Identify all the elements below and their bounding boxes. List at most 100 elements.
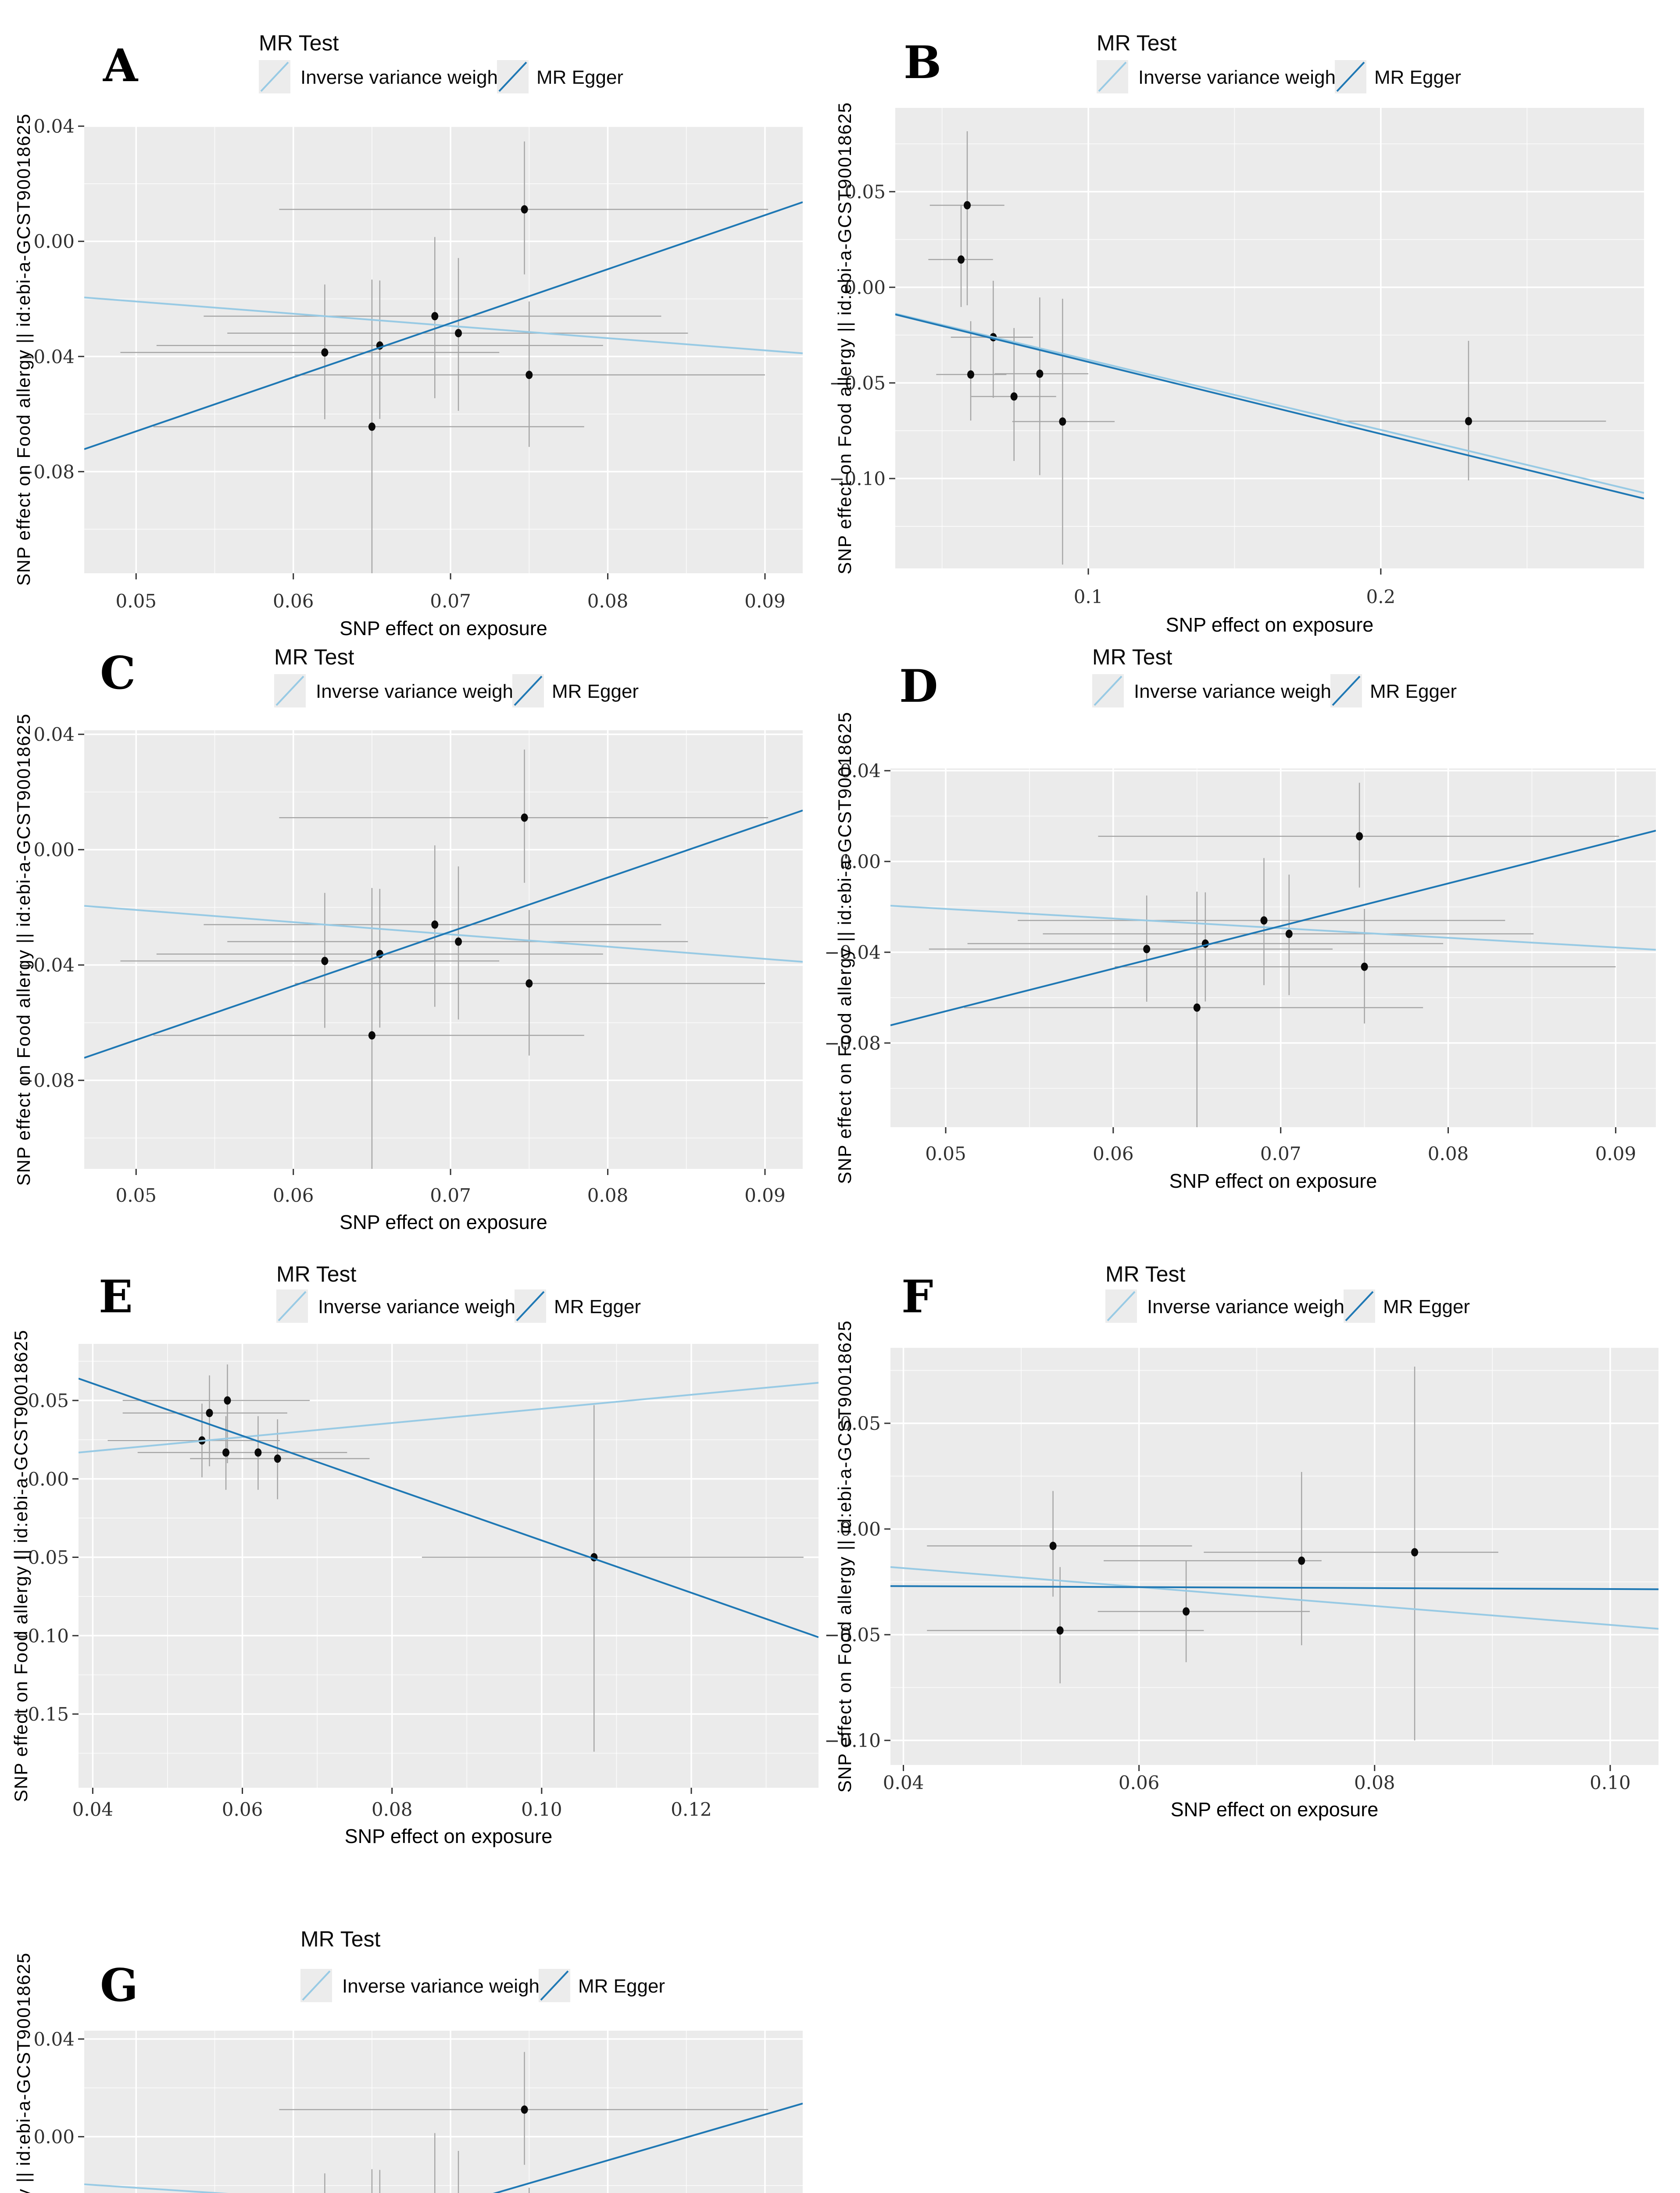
x-tick-label: 0.10 (1590, 1772, 1631, 1793)
data-point (525, 979, 533, 988)
legend-key-egger (515, 1289, 546, 1323)
egger-regression-line (84, 201, 803, 450)
legend-key-egger (1344, 1289, 1375, 1323)
data-point (1260, 916, 1268, 925)
egger-regression-line (890, 829, 1656, 1026)
legend-title: MR Test (1097, 31, 1177, 55)
ivw-regression-line (84, 2183, 229, 2193)
legend-key-egger (497, 60, 529, 93)
legend-key-ivw (1097, 60, 1128, 93)
legend-swatch-line (1098, 61, 1127, 92)
major-gridlines (79, 1344, 819, 1788)
major-gridlines (890, 768, 1656, 1127)
legend-label-egger: MR Egger (552, 681, 639, 702)
plot-background (84, 730, 803, 1169)
y-tick-label: 0.00 (840, 851, 881, 872)
plot-background (890, 1348, 1659, 1765)
x-tick-label: 0.05 (116, 1185, 157, 1206)
y-tick-label: −0.04 (18, 346, 75, 368)
data-point (1056, 1626, 1064, 1635)
y-tick-label: 0.04 (33, 116, 75, 137)
major-gridlines (84, 730, 803, 1169)
major-gridlines (84, 2031, 803, 2193)
minor-gridlines (895, 108, 1644, 568)
x-tick-label: 0.12 (671, 1799, 712, 1820)
x-tick-label: 0.09 (744, 1185, 786, 1206)
x-tick-label: 0.08 (587, 590, 629, 612)
legend-label-ivw: Inverse variance weighted (1138, 67, 1362, 88)
x-tick-label: 0.08 (1428, 1143, 1469, 1164)
panel-letter: G (100, 1959, 138, 2012)
legend-title: MR Test (300, 1927, 381, 1951)
x-axis-title: SNP effect on exposure (1166, 614, 1374, 636)
panel-letter: D (899, 660, 938, 713)
legend-label-egger: MR Egger (1370, 681, 1457, 702)
data-point (1049, 1542, 1057, 1550)
legend-swatch-line (516, 1291, 545, 1322)
legend-key-egger (539, 1969, 570, 2002)
legend-label-ivw: Inverse variance weighted (316, 681, 540, 702)
legend-key-egger (1335, 60, 1366, 93)
panel-C: 0.05 0.06 0.07 0.08 0.090.040.00−0.04−0.08SN… (13, 645, 803, 1233)
legend: MR Test Inverse variance weighted MR Egger (276, 1262, 641, 1323)
legend-swatch-line (278, 1291, 307, 1322)
data-point (521, 205, 528, 214)
y-tick-label: −0.08 (824, 1032, 881, 1054)
legend-swatch-line (302, 1970, 331, 2001)
y-tick-label: 0.05 (844, 181, 886, 203)
data-point (1143, 945, 1151, 954)
legend-key-ivw (274, 674, 306, 707)
x-tick-label: 0.05 (116, 590, 157, 612)
data-point (254, 1448, 262, 1457)
legend: MR Test Inverse variance weighted MR Egger (1092, 645, 1457, 707)
y-tick-label: 0.04 (840, 760, 881, 782)
legend: MR Test Inverse variance weighted MR Egger (300, 1927, 665, 2002)
x-tick-label: 0.09 (744, 590, 786, 612)
panel-E: 0.04 0.06 0.08 0.10 0.12 0.05 0.00 −0.05 −0.10 −0… (11, 1262, 819, 1847)
y-axis-title: SNP effect on Food allergy || id:ebi-a-G… (13, 1952, 34, 2193)
major-gridlines (890, 1348, 1659, 1765)
x-tick-label: 0.05 (925, 1143, 966, 1164)
y-tick-label: 0.00 (844, 277, 886, 298)
legend-title: MR Test (276, 1262, 357, 1286)
legend-swatch-line (1094, 675, 1122, 706)
data-point (964, 201, 971, 210)
data-point (1193, 1003, 1201, 1012)
data-point (958, 255, 965, 264)
legend-key-ivw (259, 60, 290, 93)
x-axis-title: SNP effect on exposure (340, 1211, 547, 1233)
x-tick-label: 0.2 (1366, 586, 1395, 607)
data-point (321, 348, 329, 357)
legend-label-ivw: Inverse variance weighted (1147, 1296, 1371, 1318)
data-point (1465, 417, 1472, 425)
panel-letter: F (901, 1271, 933, 1323)
legend-swatch-line (514, 675, 543, 706)
data-point (431, 312, 439, 321)
data-point (321, 957, 329, 965)
data-layer (79, 1364, 819, 1752)
panel-A: 0.05 0.06 0.07 0.08 0.090.040.00−0.04−0.08SN… (13, 31, 803, 639)
y-tick-label: 0.05 (28, 1390, 69, 1411)
panel-D: 0.05 0.06 0.07 0.08 0.090.040.00−0.04−0.08SN… (824, 645, 1656, 1192)
x-tick-label: 0.06 (273, 590, 314, 612)
y-axis-title: SNP effect on Food allergy || id:ebi-a-G… (11, 1329, 31, 1802)
y-axis-title: SNP effect on Food allergy || id:ebi-a-G… (13, 113, 34, 586)
y-tick-label: −0.05 (12, 1547, 69, 1568)
y-tick-label: −0.08 (18, 1070, 75, 1091)
plot-background (84, 2031, 803, 2193)
y-tick-label: 0.00 (28, 1468, 69, 1490)
x-tick-label: 0.06 (222, 1799, 263, 1820)
y-axis-title: SNP effect on Food allergy || id:ebi-a-G… (13, 713, 34, 1186)
x-tick-label: 0.06 (1093, 1143, 1134, 1164)
x-tick-label: 0.07 (1260, 1143, 1301, 1164)
legend-swatch-line (1345, 1291, 1374, 1322)
plot-background (79, 1344, 819, 1788)
data-point (368, 422, 375, 431)
legend-title: MR Test (259, 31, 339, 55)
legend: MR Test Inverse variance weighted MR Egger (274, 645, 639, 707)
legend-swatch-line (540, 1970, 569, 2001)
data-point (521, 813, 528, 822)
y-tick-label: −0.15 (12, 1704, 69, 1725)
data-point (1285, 929, 1293, 938)
